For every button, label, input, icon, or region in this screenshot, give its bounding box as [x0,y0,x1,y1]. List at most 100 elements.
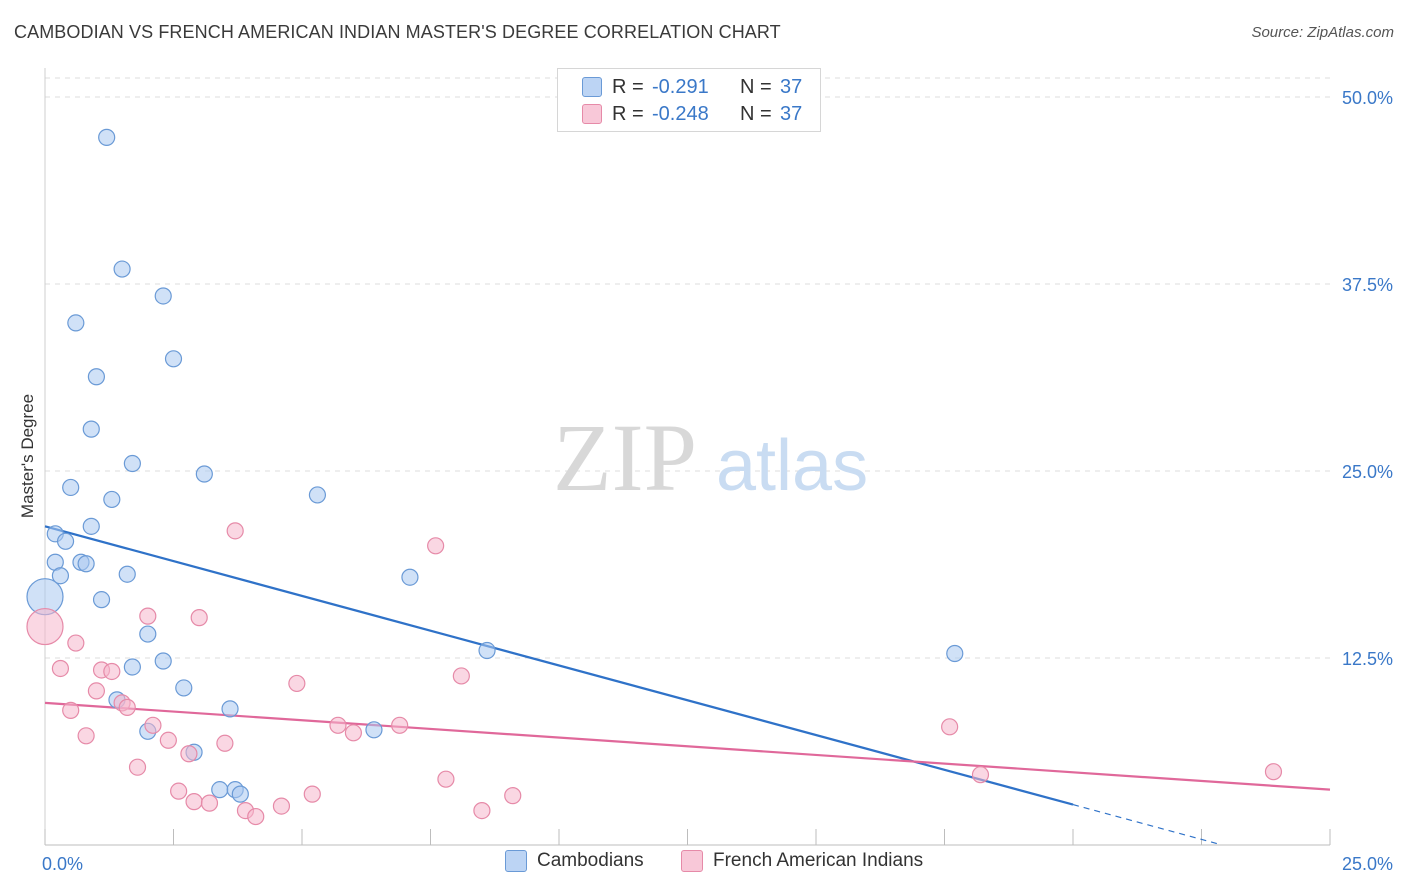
legend-n-value: 37 [780,102,803,125]
source-label: Source: ZipAtlas.com [1251,24,1394,41]
cambodians-point [365,721,383,739]
french-american-indians-point [1264,763,1283,781]
french-american-indians-point [87,682,106,700]
trend-lines [44,525,1331,845]
cambodians-point [478,641,496,660]
cambodians-point [123,454,141,473]
cambodians-point [139,625,157,643]
french-american-indians-point [971,766,990,784]
cambodians-point [67,314,85,332]
legend-r-label: R = [612,75,644,98]
cambodians-trend-extension [1072,804,1218,845]
cambodians-point [92,591,111,609]
cambodians-point [401,568,419,586]
cambodians-point [231,785,249,803]
legend-n-label: N = [740,75,772,98]
data-points [26,128,1283,826]
legend-r-label: R = [612,102,644,125]
french-american-indians-trend-line [44,701,1331,791]
cambodians-point [154,287,172,305]
watermark: ZIP atlas [553,404,868,511]
french-american-indians-point [437,770,455,788]
french-american-indians-point [128,758,147,776]
y-tick-label: 37.5% [1342,275,1393,295]
french-american-indians-point [226,522,244,540]
correlation-legend: R = -0.291 N = 37 R = -0.248 N = 37 [557,68,821,132]
chart-title: CAMBODIAN VS FRENCH AMERICAN INDIAN MAST… [14,22,781,42]
french-american-indians-point [272,797,291,815]
legend-row-cambodians: R = -0.291 N = 37 [582,74,802,100]
cambodians-point [87,368,106,386]
french-american-indians-point [344,724,362,742]
legend-series-name: Cambodians [537,850,644,871]
cambodians-point [308,486,327,504]
french-american-indians-point [200,794,219,812]
cambodians-point [946,644,964,663]
legend-series-name: French American Indians [713,850,924,871]
legend-item-cambodians: Cambodians [505,850,644,872]
legend-swatch-pink [582,104,602,124]
cambodians-point [175,679,193,697]
cambodians-point [62,478,80,497]
cambodians-point [51,567,70,585]
french-american-indians-point [504,787,522,805]
legend-swatch-pink [681,850,703,872]
french-american-indians-point [62,701,80,719]
x-tick-label: 0.0% [42,854,83,874]
french-american-indians-point [303,785,321,803]
cambodians-point [195,465,213,483]
cambodians-point [118,565,136,583]
french-american-indians-point [103,662,121,681]
cambodians-point [164,350,183,368]
french-american-indians-point [941,718,959,736]
legend-swatch-blue [505,850,527,872]
cambodians-point [113,260,131,278]
cambodians-point [77,555,95,573]
french-american-indians-point [216,734,234,752]
french-american-indians-point [67,634,85,652]
french-american-indians-point [391,716,409,734]
french-american-indians-point [139,607,157,625]
french-american-indians-point [288,674,306,693]
french-american-indians-point [427,537,445,555]
legend-r-value: -0.291 [652,75,709,98]
grid-lines [45,77,1330,659]
y-tick-label: 50.0% [1342,88,1393,108]
axes [44,68,1331,846]
legend-swatch-blue [582,77,602,97]
cambodians-point [123,658,141,676]
watermark-atlas: atlas [716,426,868,506]
french-american-indians-point [170,782,188,800]
x-tick-label: 25.0% [1342,854,1393,874]
cambodians-point [56,532,75,550]
y-tick-label: 12.5% [1342,649,1393,669]
french-american-indians-point [473,801,491,820]
cambodians-point [103,490,121,509]
tick-labels: 12.5% 25.0% 37.5% 50.0% 0.0% 25.0% [42,88,1393,874]
french-american-indians-point [118,698,136,716]
cambodians-point [82,517,100,535]
french-american-indians-point [77,727,95,745]
cambodians-point [211,781,229,799]
french-american-indians-point [329,716,347,734]
legend-n-label: N = [740,102,772,125]
french-american-indians-point [180,745,198,763]
french-american-indians-point [26,607,64,646]
legend-n-value: 37 [780,75,803,98]
cambodians-point [221,700,239,718]
cambodians-point [82,420,100,438]
cambodians-point [154,652,172,670]
french-american-indians-point [190,609,208,627]
french-american-indians-point [144,716,162,734]
cambodians-point [98,128,116,146]
legend-r-value: -0.248 [652,102,709,125]
french-american-indians-point [51,659,70,678]
y-tick-label: 25.0% [1342,462,1393,482]
french-american-indians-point [247,807,265,826]
y-axis-label: Master's Degree [18,393,37,519]
french-american-indians-point [185,793,203,811]
cambodians-trend-line [44,525,1074,806]
watermark-zip: ZIP [553,404,697,511]
series-legend: Cambodians French American Indians [0,850,1406,878]
